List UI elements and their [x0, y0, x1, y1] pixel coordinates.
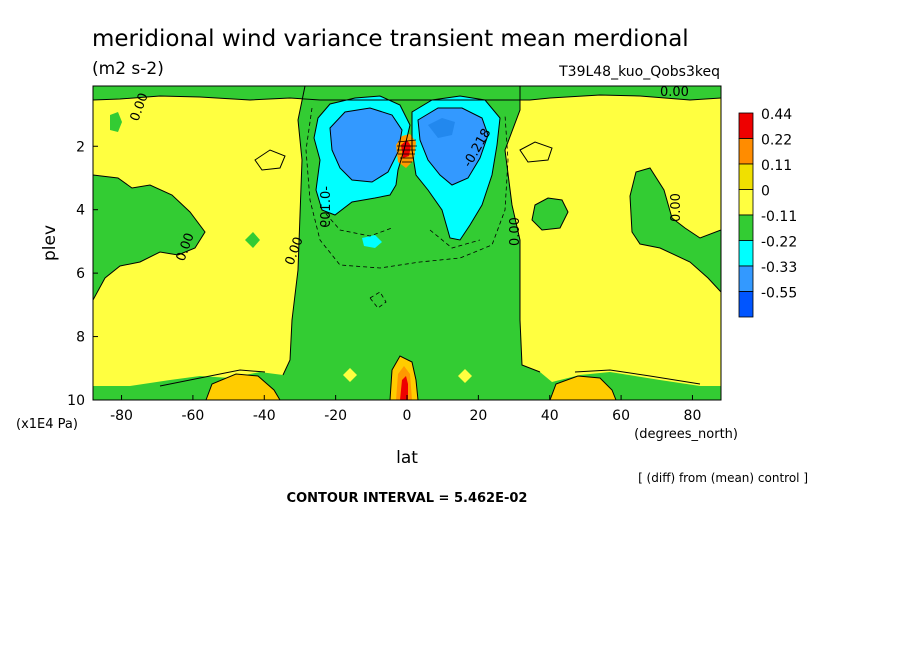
chart-units: (m2 s-2) — [92, 59, 164, 79]
x-tick-label: 0 — [403, 408, 412, 424]
colorbar-swatch — [738, 265, 754, 292]
contour-label: 0.00 — [669, 193, 684, 222]
y-tick-label: 8 — [76, 330, 85, 346]
colorbar-swatch — [738, 138, 754, 165]
colorbar-label: -0.22 — [761, 235, 797, 251]
y-axis: 2 4 6 8 10 — [67, 139, 98, 409]
dense-center-contours — [397, 139, 417, 163]
x-axis-units: (degrees_north) — [634, 427, 738, 442]
x-tick-label: -80 — [110, 408, 133, 424]
dashed-contours — [305, 107, 509, 309]
y-tick-label: 2 — [76, 139, 85, 155]
contour-label: 0.00 — [660, 85, 689, 100]
contour-interval-text: CONTOUR INTERVAL = 5.462E-02 — [287, 491, 528, 506]
field-blue-left — [330, 108, 402, 182]
x-tick-label: 20 — [469, 408, 487, 424]
chart-title: meridional wind variance transient mean … — [92, 26, 689, 52]
x-tick-label: -20 — [324, 408, 347, 424]
colorbar-label: 0.44 — [761, 107, 792, 123]
x-tick-label: -60 — [181, 408, 204, 424]
colorbar-swatch — [738, 112, 754, 139]
field-green-center — [93, 86, 721, 400]
y-axis-units: (x1E4 Pa) — [16, 417, 78, 432]
colorbar-label: 0.22 — [761, 133, 792, 149]
x-tick-label: 60 — [612, 408, 630, 424]
field-yellow-right-dot — [458, 369, 472, 383]
field-yellow-left-dot — [343, 368, 357, 382]
plot-area — [93, 86, 721, 400]
contour-label: -0.109 — [319, 186, 334, 228]
field-green-right — [630, 168, 721, 292]
colorbar-swatch — [738, 291, 754, 318]
y-tick-label: 10 — [67, 393, 85, 409]
colorbar-swatch — [738, 163, 754, 190]
field-blue-dark-right — [428, 118, 455, 138]
colorbar-swatch — [738, 214, 754, 241]
field-red-center-bottom — [400, 376, 408, 400]
colorbar-label: -0.55 — [761, 286, 797, 302]
field-gold-left-bottom — [206, 374, 280, 400]
field-green-top — [93, 86, 721, 100]
colorbar: 0.44 0.22 0.11 0 -0.11 -0.22 -0.33 -0.55 — [738, 107, 797, 318]
x-tick-label: 80 — [684, 408, 702, 424]
x-tick-label: 40 — [541, 408, 559, 424]
field-red-center-top — [401, 140, 411, 158]
x-tick-label: -40 — [253, 408, 276, 424]
field-cyan-small — [362, 235, 382, 248]
contour-label: 0.00 — [508, 217, 523, 246]
y-tick-label: 4 — [76, 203, 85, 219]
field-green-left-mid — [245, 232, 260, 248]
colorbar-swatch — [738, 240, 754, 267]
y-axis-label: plev — [40, 225, 60, 261]
x-axis: -80 -60 -40 -20 0 20 40 60 80 — [110, 395, 701, 424]
field-gold-right-bottom — [550, 376, 616, 400]
run-label: T39L48_kuo_Qobs3keq — [558, 64, 720, 80]
colorbar-label: 0 — [761, 184, 770, 200]
field-green-left-top — [110, 112, 122, 132]
colorbar-label: -0.11 — [761, 209, 797, 225]
colorbar-label: 0.11 — [761, 158, 792, 174]
colorbar-swatch — [738, 189, 754, 216]
colorbar-label: -0.33 — [761, 260, 797, 276]
contour-lines — [93, 86, 721, 400]
field-green-left — [93, 175, 205, 300]
field-green-right-mid — [532, 198, 568, 230]
x-axis-label: lat — [396, 448, 418, 468]
diff-note: [ (diff) from (mean) control ] — [638, 471, 808, 485]
y-tick-label: 6 — [76, 266, 85, 282]
